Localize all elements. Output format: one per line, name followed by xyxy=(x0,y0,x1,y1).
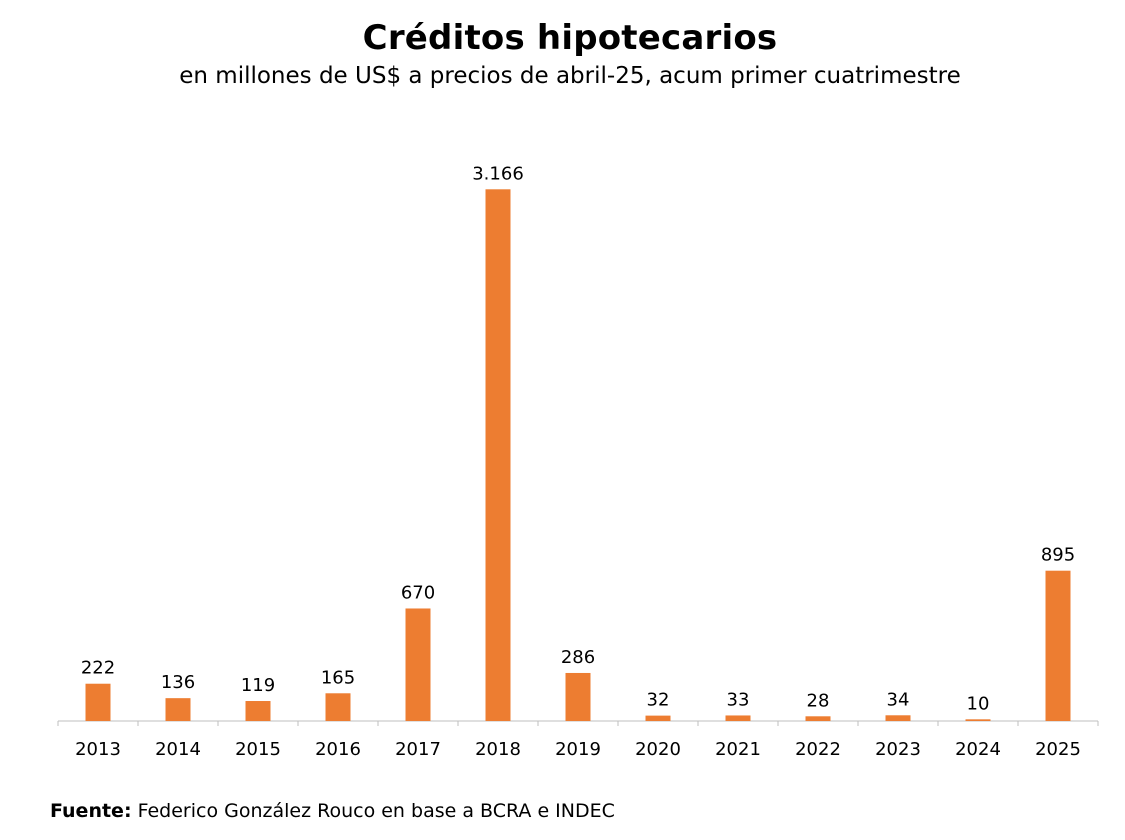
bar-2020 xyxy=(645,715,671,721)
bar-2025 xyxy=(1045,570,1071,721)
source-text: Federico González Rouco en base a BCRA e… xyxy=(137,800,615,822)
bar-2024 xyxy=(965,719,991,721)
data-label-2019: 286 xyxy=(561,647,595,668)
x-tick-label-2023: 2023 xyxy=(875,739,921,760)
data-label-2025: 895 xyxy=(1041,545,1075,566)
source-note: Fuente: Federico González Rouco en base … xyxy=(50,800,615,822)
data-label-2023: 34 xyxy=(887,689,910,710)
chart-title: Créditos hipotecarios xyxy=(362,18,778,58)
bar-2022 xyxy=(805,716,831,721)
x-tick-label-2015: 2015 xyxy=(235,739,281,760)
bar-2015 xyxy=(245,701,271,721)
data-label-2016: 165 xyxy=(321,667,355,688)
data-label-2013: 222 xyxy=(81,658,115,679)
bar-2021 xyxy=(725,715,751,721)
x-tick-label-2021: 2021 xyxy=(715,739,761,760)
bar-2018 xyxy=(485,189,511,722)
bar-2017 xyxy=(405,608,431,721)
x-tick-label-2014: 2014 xyxy=(155,739,201,760)
x-tick-label-2022: 2022 xyxy=(795,739,841,760)
data-label-2014: 136 xyxy=(161,672,195,693)
x-tick-label-2018: 2018 xyxy=(475,739,521,760)
bar-2016 xyxy=(325,693,351,721)
data-label-2018: 3.166 xyxy=(472,163,524,184)
x-tick-label-2020: 2020 xyxy=(635,739,681,760)
bar-2023 xyxy=(885,715,911,721)
x-tick-label-2017: 2017 xyxy=(395,739,441,760)
data-label-2020: 32 xyxy=(647,690,670,711)
bar-2019 xyxy=(565,672,591,721)
x-tick-label-2019: 2019 xyxy=(555,739,601,760)
data-label-2024: 10 xyxy=(967,693,990,714)
source-label: Fuente: xyxy=(50,800,132,822)
data-label-2021: 33 xyxy=(727,689,750,710)
x-tick-label-2025: 2025 xyxy=(1035,739,1081,760)
x-tick-label-2016: 2016 xyxy=(315,739,361,760)
x-tick-label-2013: 2013 xyxy=(75,739,121,760)
data-label-2022: 28 xyxy=(807,690,830,711)
bar-2014 xyxy=(165,698,191,721)
x-tick-label-2024: 2024 xyxy=(955,739,1001,760)
data-label-2017: 670 xyxy=(401,582,435,603)
chart-subtitle: en millones de US$ a precios de abril-25… xyxy=(179,63,961,89)
bar-2013 xyxy=(85,683,111,721)
data-label-2015: 119 xyxy=(241,675,275,696)
